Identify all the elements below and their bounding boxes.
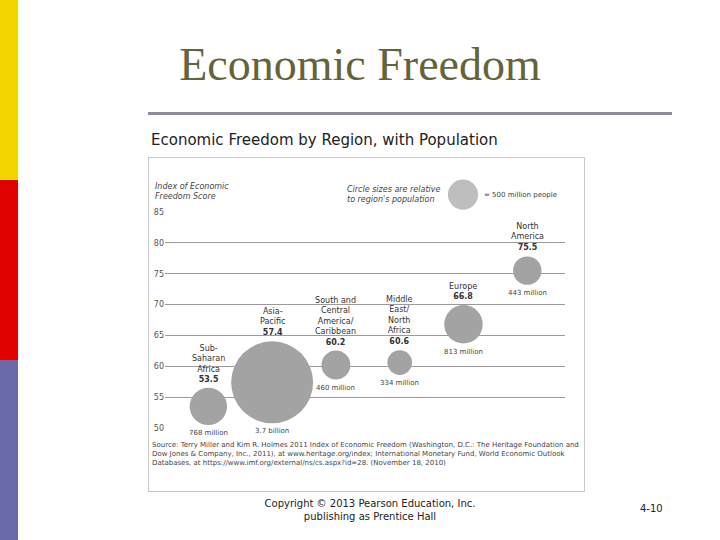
- svg-text:MiddleEast/NorthAfrica60.6: MiddleEast/NorthAfrica60.6: [386, 295, 413, 346]
- svg-text:NorthAmerica75.5: NorthAmerica75.5: [511, 222, 544, 252]
- svg-text:Asia-Pacific57.4: Asia-Pacific57.4: [260, 307, 285, 337]
- html-text:publishing as Prentice Hall: publishing as Prentice Hall: [303, 511, 437, 522]
- html-text:Economic Freedom: Economic Freedom: [179, 39, 541, 90]
- svg-text:60: 60: [154, 362, 164, 371]
- svg-text:Sub-SaharanAfrica53.5: Sub-SaharanAfrica53.5: [192, 344, 225, 384]
- svg-text:813 million: 813 million: [444, 348, 483, 356]
- svg-text:70: 70: [154, 300, 164, 309]
- svg-text:334 million: 334 million: [380, 379, 419, 387]
- svg-text:3.7 billion: 3.7 billion: [255, 427, 289, 435]
- html-text:4-10: 4-10: [640, 503, 663, 514]
- svg-text:80: 80: [154, 239, 164, 248]
- svg-text:Index of EconomicFreedom Score: Index of EconomicFreedom Score: [155, 182, 229, 201]
- svg-text:85: 85: [154, 208, 164, 217]
- svg-text:65: 65: [154, 331, 164, 340]
- svg-text:50: 50: [154, 424, 164, 433]
- svg-text:Europe66.8: Europe66.8: [449, 282, 477, 301]
- html-text:Economic Freedom by Region, wi: Economic Freedom by Region, with Populat…: [151, 131, 498, 149]
- svg-text:75: 75: [154, 270, 164, 279]
- svg-text:55: 55: [154, 393, 164, 402]
- html-text:Source: Terry Miller and Kim R: Source: Terry Miller and Kim R. Holmes 2…: [152, 441, 579, 467]
- svg-text:= 500 million people: = 500 million people: [484, 191, 557, 199]
- svg-text:443 million: 443 million: [508, 289, 547, 297]
- svg-text:460 million: 460 million: [316, 384, 355, 392]
- svg-text:South andCentralAmerica/Caribb: South andCentralAmerica/Caribbean60.2: [315, 296, 356, 347]
- svg-text:Circle sizes are relativeto re: Circle sizes are relativeto region's pop…: [347, 185, 440, 204]
- svg-text:768 million: 768 million: [189, 429, 228, 437]
- html-text:Copyright © 2013 Pearson Educa: Copyright © 2013 Pearson Education, Inc.: [264, 498, 476, 509]
